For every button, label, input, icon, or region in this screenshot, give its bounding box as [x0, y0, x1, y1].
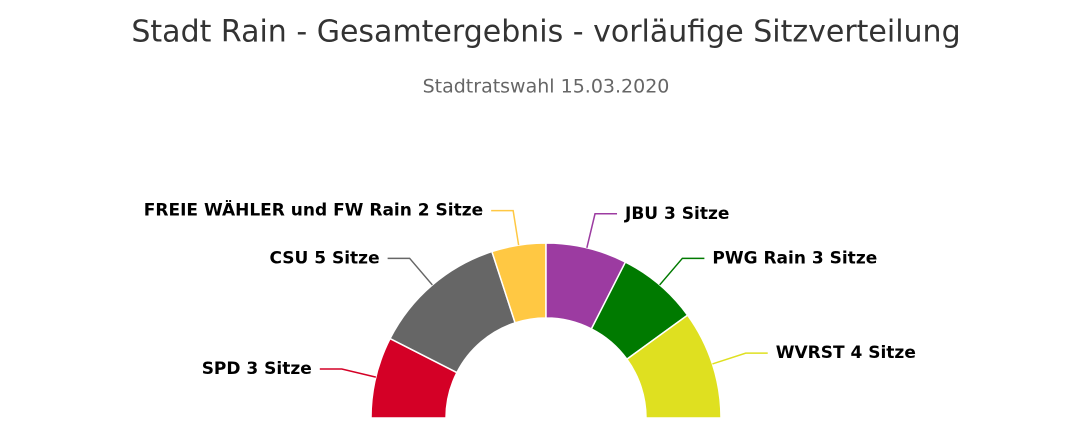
connector-line	[659, 257, 705, 286]
data-label: PWG Rain 3 Sitze	[712, 248, 877, 268]
data-label: WVRST 4 Sitze	[776, 343, 916, 363]
data-label: CSU 5 Sitze	[269, 248, 379, 268]
data-label: SPD 3 Sitze	[202, 359, 312, 379]
chart-title: Stadt Rain - Gesamtergebnis - vorläufige…	[131, 15, 960, 50]
chart-subtitle: Stadtratswahl 15.03.2020	[423, 76, 670, 98]
connector-line	[387, 257, 433, 286]
data-label: FREIE WÄHLER und FW Rain 2 Sitze	[144, 199, 483, 221]
connector-line	[712, 352, 768, 365]
donut-segment	[625, 314, 722, 419]
connector-line	[586, 213, 618, 249]
connector-line	[319, 368, 377, 378]
connector-line	[491, 209, 520, 246]
data-label: JBU 3 Sitze	[624, 204, 729, 224]
